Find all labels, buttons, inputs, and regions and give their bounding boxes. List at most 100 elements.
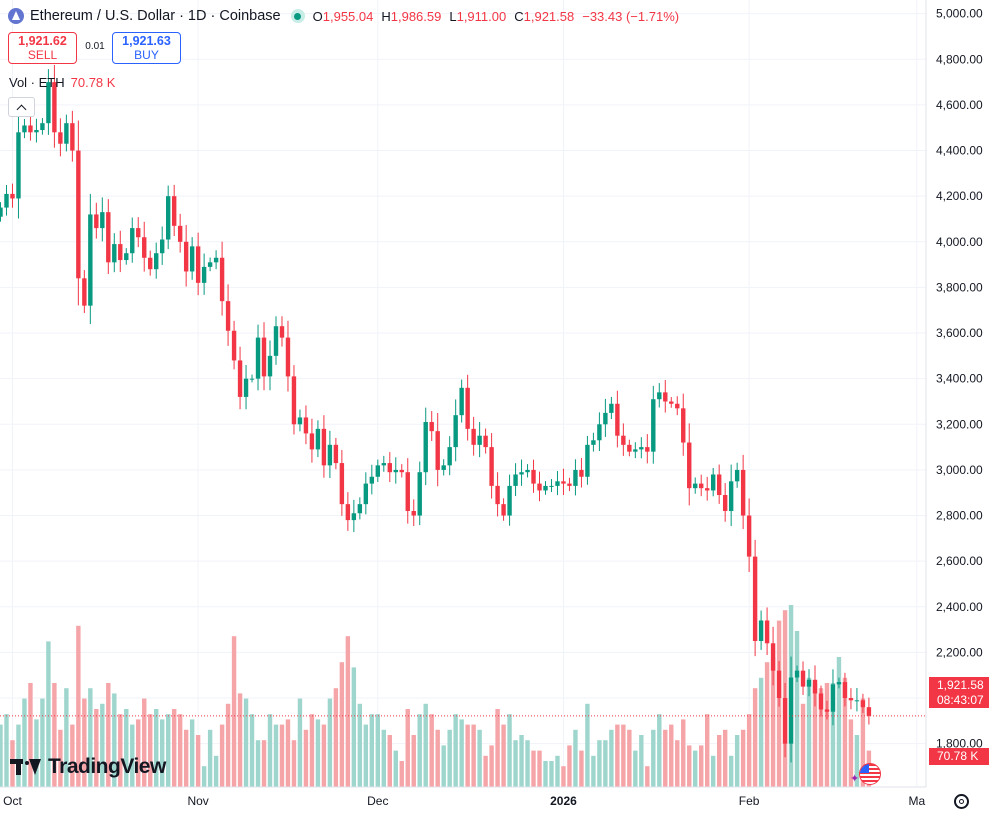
price-tick-label: 4,200.00 <box>936 189 983 203</box>
candle-body <box>663 392 668 402</box>
volume-bar <box>525 740 530 787</box>
candle <box>429 411 434 441</box>
candle <box>513 463 518 497</box>
candle-body <box>171 196 177 226</box>
last-price-tag: 1,921.58 08:43:07 <box>929 677 989 708</box>
volume-bar <box>435 729 440 787</box>
candle <box>106 199 111 275</box>
candle <box>207 257 213 272</box>
spread-value: 0.01 <box>85 41 105 52</box>
candle-body <box>639 447 644 450</box>
volume-bar <box>195 735 201 787</box>
candle <box>567 477 572 492</box>
volume-bar <box>507 714 512 787</box>
candle <box>345 492 351 531</box>
candle-body <box>603 412 608 425</box>
volume-bar <box>710 755 716 787</box>
candle-body <box>363 483 369 505</box>
candle-body <box>423 422 428 473</box>
volume-bar <box>243 698 249 787</box>
buy-button[interactable]: 1,921.63 BUY <box>112 32 181 64</box>
volume-bar <box>716 735 722 787</box>
volume-bar <box>495 709 500 787</box>
time-axis[interactable]: Oct Nov Dec 2026 Feb Ma <box>3 794 925 808</box>
sell-button[interactable]: 1,921.62 SELL <box>8 32 77 64</box>
candle <box>728 464 734 527</box>
candle <box>465 374 470 441</box>
price-axis[interactable]: 1,800.002,000.002,200.002,400.002,600.00… <box>936 7 983 751</box>
close-label: C <box>514 8 524 24</box>
price-tick-label: 2,400.00 <box>936 600 983 614</box>
volume-bar <box>501 724 506 787</box>
volume-bar <box>543 761 548 787</box>
volume-legend[interactable]: Vol · ETH 70.78 K <box>9 75 115 90</box>
sparkle-icon[interactable]: ✦ <box>850 773 860 785</box>
candle <box>782 682 788 758</box>
candle-body <box>46 82 51 124</box>
candle-body <box>88 214 93 306</box>
candle-body <box>687 442 692 489</box>
candle-body <box>351 513 357 521</box>
time-tick-label: Feb <box>739 794 760 808</box>
bar-countdown: 08:43:07 <box>937 692 984 707</box>
candle-body <box>189 246 195 272</box>
sell-price: 1,921.62 <box>18 34 67 48</box>
volume-bar <box>100 703 105 787</box>
volume-bar <box>597 740 602 787</box>
candle <box>734 462 740 488</box>
candle-body <box>40 123 45 131</box>
candle <box>543 481 548 495</box>
volume-bar <box>136 719 141 787</box>
volume-bar <box>405 709 410 787</box>
candle-body <box>106 212 111 263</box>
volume-bar <box>483 755 488 787</box>
volume-bar <box>639 735 644 787</box>
candle-body <box>842 682 848 699</box>
candle <box>836 677 842 689</box>
candle <box>58 118 63 157</box>
candle <box>225 284 231 346</box>
candle-body <box>94 214 99 229</box>
candle <box>800 661 806 695</box>
candle <box>483 428 488 454</box>
candle-body <box>375 465 381 477</box>
price-tick-label: 2,600.00 <box>936 554 983 568</box>
candle-body <box>471 428 476 445</box>
candle-body <box>177 225 183 242</box>
volume-bar <box>621 724 626 787</box>
volume-bar <box>848 719 854 787</box>
candle <box>537 471 542 502</box>
candle <box>40 118 45 135</box>
volume-bar <box>297 698 303 787</box>
volume-bar <box>585 703 590 787</box>
volume-bar <box>363 724 369 787</box>
candle <box>699 474 704 497</box>
candle-body <box>447 447 452 466</box>
candle <box>369 464 375 495</box>
candle-body <box>705 488 710 491</box>
candle-body <box>219 257 225 302</box>
candle-body <box>776 670 782 699</box>
candle <box>423 407 428 486</box>
us-flag-icon[interactable] <box>859 763 881 785</box>
volume-bar <box>225 703 231 787</box>
gear-icon[interactable] <box>954 794 969 809</box>
candle <box>860 693 866 714</box>
tradingview-logo[interactable]: TradingView <box>10 755 166 779</box>
volume-bar <box>513 740 518 787</box>
volume-bar <box>447 729 452 787</box>
candle-body <box>699 483 704 489</box>
low-label: L <box>449 8 457 24</box>
candle <box>806 669 812 697</box>
low-value: 1,911.00 <box>456 8 507 24</box>
candle-body <box>734 469 740 482</box>
volume-bar <box>842 677 848 787</box>
candle-body <box>213 257 219 263</box>
market-open-icon[interactable] <box>290 9 305 23</box>
candle-body <box>465 387 470 429</box>
collapse-legend-button[interactable] <box>8 97 35 117</box>
candle-body <box>543 485 548 491</box>
volume-bar <box>752 688 758 787</box>
symbol-title[interactable]: Ethereum / U.S. Dollar · 1D · Coinbase <box>30 8 281 24</box>
